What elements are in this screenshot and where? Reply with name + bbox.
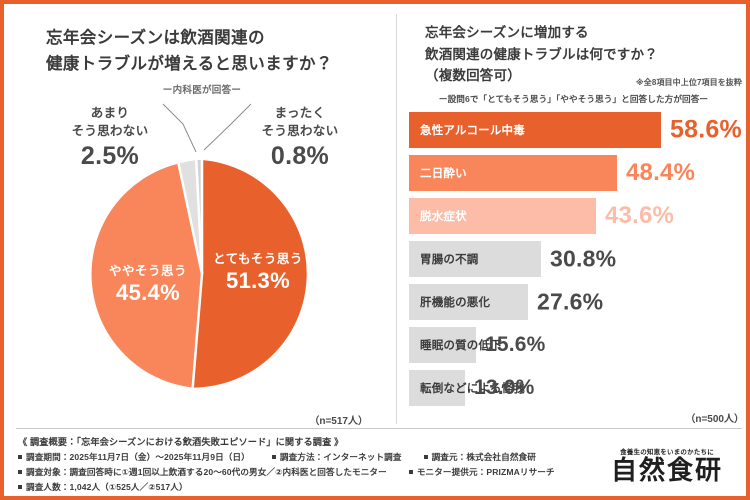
bar-label: 二日酔い: [420, 168, 467, 180]
footer-target: 調査対象：調査回答時に①週1回以上飲酒する20～60代の男女／②内科医と回答した…: [18, 466, 387, 478]
pie-label-amari-name-line2: そう思わない: [71, 124, 149, 139]
right-sample-size: （n=500人）: [685, 414, 744, 425]
footer-method-text: 調査方法：インターネット調査: [279, 452, 402, 462]
bar-value: 27.6%: [537, 288, 604, 315]
brand-name: 自然食研: [610, 456, 723, 486]
bar-label: 肝機能の悪化: [420, 297, 491, 309]
pie-label-mattaku-percent: 0.8%: [270, 142, 330, 171]
right-panel-excerpt-note: ※全8項目中上位7項目を抜粋: [635, 78, 742, 87]
bar-fill: 睡眠の質の低下: [409, 327, 502, 363]
footer-divider: [16, 428, 742, 429]
bar-value: 30.8%: [550, 245, 617, 272]
left-panel-title: 忘年会シーズンは飲酒関連の 健康トラブルが増えると思いますか？: [46, 29, 333, 73]
bar-row[interactable]: 急性アルコール中毒 58.6%: [409, 112, 745, 148]
panel-divider: [396, 14, 397, 424]
bar-row[interactable]: 睡眠の質の低下 15.6%: [409, 327, 745, 363]
pie-label-mattaku-name-line1: まったく: [274, 106, 326, 120]
bar-value: 43.6%: [605, 202, 675, 229]
brand-logo: 食養生の知恵をいまのかたちに 自然食研: [602, 446, 732, 484]
footer-heading: 《 調査概要：「忘年会シーズンにおける飲酒失敗エピソード」に関する調査 》: [18, 437, 344, 447]
footer-row-3: 調査人数：1,042人（①525人／②517人）: [18, 481, 618, 493]
pie-label-mattaku-name-line2: そう思わない: [261, 124, 339, 139]
footer-source-text: 調査元：株式会社自然食研: [431, 452, 536, 462]
left-sample-size: （n=517人）: [309, 416, 368, 427]
right-panel-title: 忘年会シーズンに増加する 飲酒関連の健康トラブルは何ですか？ （複数回答可）: [425, 25, 658, 84]
footer-respondents-text: 調査人数：1,042人（①525人／②517人）: [26, 482, 188, 492]
bar-value: 13.0%: [474, 376, 535, 399]
left-panel-subnote: ー内科医が回答ー: [162, 85, 242, 96]
footer-row-2: 調査対象：調査回答時に①週1回以上飲酒する20～60代の男女／②内科医と回答した…: [18, 466, 618, 478]
bar-value: 58.6%: [670, 115, 742, 144]
footer-row-1: 調査期間：2025年11月7日（金）～2025年11月9日（日） 調査方法：イン…: [18, 451, 618, 463]
footer-period: 調査期間：2025年11月7日（金）～2025年11月9日（日）: [18, 451, 250, 463]
bar-fill: 転倒などによる怪我: [409, 370, 525, 406]
bar-label: 転倒などによる怪我: [420, 383, 525, 395]
bar-value: 15.6%: [485, 333, 546, 356]
pie-leader-lines: [162, 103, 252, 153]
pie-label-amari: あまり そう思わない 2.5%: [44, 104, 176, 171]
footer-monitor-provider-text: モニター提供元：PRIZMAリサーチ: [416, 467, 555, 477]
bar-value: 48.4%: [626, 159, 696, 186]
footer-target-text: 調査対象：調査回答時に①週1回以上飲酒する20～60代の男女／②内科医と回答した…: [26, 467, 387, 477]
pie-label-mattaku: まったく そう思わない 0.8%: [230, 104, 370, 171]
bar-chart: 急性アルコール中毒 58.6% 二日酔い 48.4% 脱水症状 43.6% 胃腸の不調 30.…: [409, 112, 745, 413]
bar-row[interactable]: 転倒などによる怪我 13.0%: [409, 370, 745, 406]
bar-row[interactable]: 肝機能の悪化 27.6%: [409, 284, 745, 320]
footer-period-text: 調査期間：2025年11月7日（金）～2025年11月9日（日）: [26, 452, 250, 462]
bar-fill: 肝機能の悪化: [409, 284, 528, 320]
footer-method: 調査方法：インターネット調査: [271, 451, 402, 463]
bar-row[interactable]: 二日酔い 48.4%: [409, 155, 745, 191]
bar-label: 脱水症状: [420, 211, 467, 223]
brand-tagline: 食養生の知恵をいまのかたちに: [620, 449, 714, 456]
left-panel-pie-chart: 忘年会シーズンは飲酒関連の 健康トラブルが増えると思いますか？ ー内科医が回答ー…: [8, 8, 396, 427]
footer-respondents: 調査人数：1,042人（①525人／②517人）: [18, 481, 188, 493]
pie-svg: [91, 160, 307, 388]
bar-label: 睡眠の質の低下: [420, 340, 502, 352]
bar-fill: 脱水症状: [409, 198, 596, 234]
pie-label-amari-percent: 2.5%: [80, 142, 140, 171]
pie-slice-totemo[interactable]: [192, 160, 307, 388]
footer-monitor-provider: モニター提供元：PRIZMAリサーチ: [408, 466, 555, 478]
bar-row[interactable]: 胃腸の不調 30.8%: [409, 241, 745, 277]
bar-fill: 二日酔い: [409, 155, 617, 191]
bar-row[interactable]: 脱水症状 43.6%: [409, 198, 745, 234]
footer-source: 調査元：株式会社自然食研: [423, 451, 536, 463]
pie-slice-yaya[interactable]: [91, 163, 202, 388]
right-panel-subnote: ー設問6で「とてもそう思う」「ややそう思う」と回答した方が回答ー: [438, 94, 709, 104]
right-panel-bar-chart: 忘年会シーズンに増加する 飲酒関連の健康トラブルは何ですか？ （複数回答可） ※…: [397, 8, 746, 425]
bar-fill: 胃腸の不調: [409, 241, 541, 277]
pie-label-amari-name-line1: あまり: [90, 106, 130, 120]
bar-label: 胃腸の不調: [420, 254, 479, 266]
bar-label: 急性アルコール中毒: [420, 125, 525, 137]
footer-survey-details: 《 調査概要：「忘年会シーズンにおける飲酒失敗エピソード」に関する調査 》 調査…: [18, 434, 618, 496]
bar-fill: 急性アルコール中毒: [409, 112, 661, 148]
